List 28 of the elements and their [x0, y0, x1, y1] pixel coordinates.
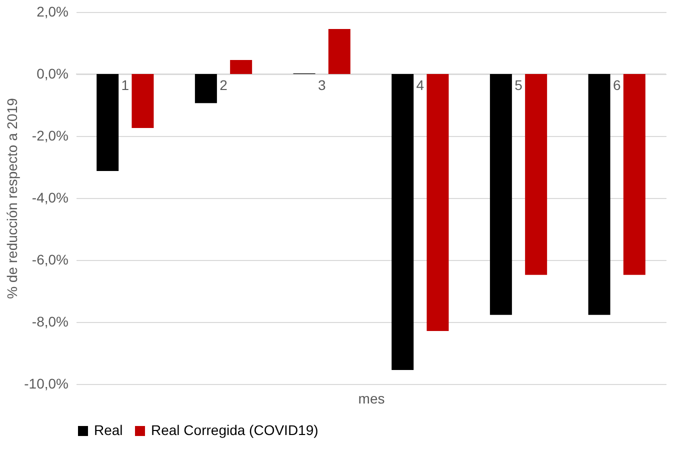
x-tick-label: 4: [416, 77, 424, 93]
bar: [96, 74, 119, 172]
x-tick-label: 5: [514, 77, 523, 93]
bar: [392, 74, 414, 370]
bar: [623, 74, 646, 275]
legend-label: Real Corregida (COVID19): [151, 422, 318, 438]
x-tick-label: 2: [220, 77, 228, 93]
bar: [230, 60, 252, 74]
x-tick-label: 3: [318, 77, 326, 93]
y-tick-label: -8,0%: [32, 314, 68, 330]
y-tick-label: -10,0%: [24, 376, 68, 392]
y-tick-label: -2,0%: [32, 128, 68, 144]
y-axis-title: % de reducción respecto a 2019: [4, 98, 20, 299]
bar: [426, 74, 449, 331]
bar: [194, 74, 217, 104]
x-axis-title: mes: [358, 390, 385, 406]
bar: [588, 74, 610, 315]
x-tick-label: 6: [612, 77, 621, 93]
y-tick-label: -4,0%: [32, 190, 68, 206]
y-tick-label: 0,0%: [36, 66, 68, 82]
bar: [525, 74, 548, 275]
y-tick-label: 2,0%: [36, 4, 68, 20]
legend-label: Real: [94, 422, 123, 438]
x-tick-label: 1: [121, 77, 130, 93]
bar: [132, 74, 154, 128]
bar: [490, 74, 512, 315]
bar: [328, 29, 350, 74]
y-tick-label: -6,0%: [32, 252, 68, 268]
